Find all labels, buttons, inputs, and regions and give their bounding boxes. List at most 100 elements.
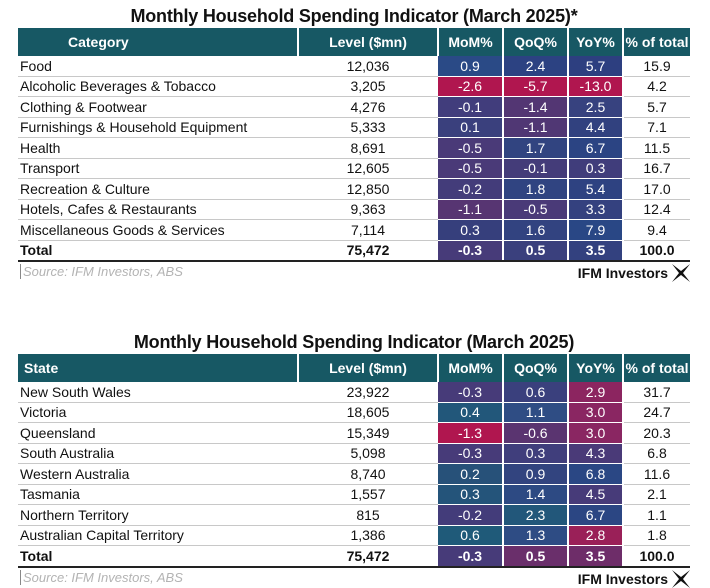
row-name: Hotels, Cafes & Restaurants <box>18 199 298 220</box>
row-name: Clothing & Footwear <box>18 96 298 118</box>
row-name: Victoria <box>18 402 298 423</box>
table-row: Western Australia 8,740 0.2 0.9 6.8 11.6 <box>18 463 690 485</box>
row-pct-total: 100.0 <box>623 240 690 262</box>
table-row: Recreation & Culture 12,850 -0.2 1.8 5.4 17.0 <box>18 178 690 200</box>
row-yoy: 4.3 <box>568 443 624 464</box>
row-pct-total: 4.2 <box>623 76 690 97</box>
row-yoy: -13.0 <box>568 76 624 97</box>
row-yoy: 0.3 <box>568 158 624 179</box>
row-yoy: 6.7 <box>568 504 624 526</box>
row-level: 7,114 <box>298 219 438 241</box>
row-yoy: 2.8 <box>568 525 624 546</box>
state-header-row: State Level ($mn) MoM% QoQ% YoY% % of to… <box>18 354 690 382</box>
row-pct-total: 100.0 <box>623 545 690 568</box>
row-qoq: 0.9 <box>503 463 569 485</box>
row-mom: -0.3 <box>438 545 504 568</box>
row-mom: -0.2 <box>438 504 504 526</box>
row-name: Total <box>18 240 298 262</box>
row-qoq: 0.6 <box>503 382 569 403</box>
row-qoq: 2.3 <box>503 504 569 526</box>
row-qoq: 0.5 <box>503 240 569 262</box>
header-level: Level ($mn) <box>298 354 439 382</box>
row-yoy: 3.5 <box>568 545 624 568</box>
table-row: Furnishings & Household Equipment 5,333 0.… <box>18 117 690 138</box>
row-qoq: -0.6 <box>503 422 569 444</box>
row-mom: 0.1 <box>438 117 504 138</box>
row-level: 12,850 <box>298 178 438 200</box>
row-pct-total: 11.6 <box>623 463 690 485</box>
row-pct-total: 15.9 <box>623 56 690 77</box>
header-level: Level ($mn) <box>298 28 439 56</box>
row-pct-total: 6.8 <box>623 443 690 464</box>
row-mom: -0.3 <box>438 382 504 403</box>
row-name: Food <box>18 56 298 77</box>
row-qoq: -0.1 <box>503 158 569 179</box>
row-level: 12,036 <box>298 56 438 77</box>
row-name: Recreation & Culture <box>18 178 298 200</box>
header-pct-total: % of total <box>623 28 690 56</box>
row-name: Queensland <box>18 422 298 444</box>
table-row: Alcoholic Beverages & Tobacco 3,205 -2.6 -5… <box>18 76 690 97</box>
row-name: Furnishings & Household Equipment <box>18 117 298 138</box>
row-level: 4,276 <box>298 96 438 118</box>
row-name: Health <box>18 137 298 159</box>
row-qoq: -1.1 <box>503 117 569 138</box>
row-level: 8,740 <box>298 463 438 485</box>
row-pct-total: 20.3 <box>623 422 690 444</box>
row-level: 5,098 <box>298 443 438 464</box>
row-pct-total: 2.1 <box>623 484 690 505</box>
state-table: State Level ($mn) MoM% QoQ% YoY% % of to… <box>18 354 690 568</box>
row-mom: -0.3 <box>438 240 504 262</box>
row-level: 3,205 <box>298 76 438 97</box>
row-qoq: 2.4 <box>503 56 569 77</box>
header-qoq: QoQ% <box>503 28 569 56</box>
ifm-logo: IFM Investors <box>578 264 690 282</box>
row-pct-total: 1.1 <box>623 504 690 526</box>
ifm-logo-icon <box>672 569 690 588</box>
table-row: Australian Capital Territory 1,386 0.6 1.3 2… <box>18 525 690 546</box>
row-name: Total <box>18 545 298 568</box>
row-name: Western Australia <box>18 463 298 485</box>
row-pct-total: 31.7 <box>623 382 690 403</box>
row-pct-total: 9.4 <box>623 219 690 241</box>
row-pct-total: 17.0 <box>623 178 690 200</box>
row-level: 12,605 <box>298 158 438 179</box>
row-yoy: 2.9 <box>568 382 624 403</box>
row-mom: -0.3 <box>438 443 504 464</box>
row-name: Northern Territory <box>18 504 298 526</box>
row-yoy: 2.5 <box>568 96 624 118</box>
table-row: Food 12,036 0.9 2.4 5.7 15.9 <box>18 56 690 77</box>
row-level: 815 <box>298 504 438 526</box>
table-row: New South Wales 23,922 -0.3 0.6 2.9 31.7 <box>18 382 690 403</box>
row-yoy: 3.3 <box>568 199 624 220</box>
row-name: Miscellaneous Goods & Services <box>18 219 298 241</box>
row-qoq: -0.5 <box>503 199 569 220</box>
row-pct-total: 5.7 <box>623 96 690 118</box>
state-table-body: New South Wales 23,922 -0.3 0.6 2.9 31.7 Victo… <box>18 382 690 568</box>
row-mom: -1.1 <box>438 199 504 220</box>
row-yoy: 4.5 <box>568 484 624 505</box>
row-mom: -1.3 <box>438 422 504 444</box>
category-header-row: Category Level ($mn) MoM% QoQ% YoY% % of… <box>18 28 690 56</box>
row-qoq: 1.1 <box>503 402 569 423</box>
logo-text: IFM Investors <box>577 570 668 587</box>
row-yoy: 5.7 <box>568 56 624 77</box>
header-mom: MoM% <box>438 354 504 382</box>
state-table-title: Monthly Household Spending Indicator (Ma… <box>133 332 575 352</box>
row-qoq: 0.5 <box>503 545 569 568</box>
row-name: Australian Capital Territory <box>18 525 298 546</box>
row-name: Transport <box>18 158 298 179</box>
table-row: Northern Territory 815 -0.2 2.3 6.7 1.1 <box>18 504 690 526</box>
row-pct-total: 7.1 <box>623 117 690 138</box>
row-mom: -0.1 <box>438 96 504 118</box>
total-row: Total 75,472 -0.3 0.5 3.5 100.0 <box>18 240 690 262</box>
row-mom: 0.3 <box>438 219 504 241</box>
row-level: 15,349 <box>298 422 438 444</box>
row-yoy: 5.4 <box>568 178 624 200</box>
header-pct-total: % of total <box>623 354 690 382</box>
table-row: Victoria 18,605 0.4 1.1 3.0 24.7 <box>18 402 690 423</box>
category-section: Monthly Household Spending Indicator (Ma… <box>18 4 690 282</box>
row-name: South Australia <box>18 443 298 464</box>
row-mom: -0.2 <box>438 178 504 200</box>
row-level: 75,472 <box>298 240 438 262</box>
